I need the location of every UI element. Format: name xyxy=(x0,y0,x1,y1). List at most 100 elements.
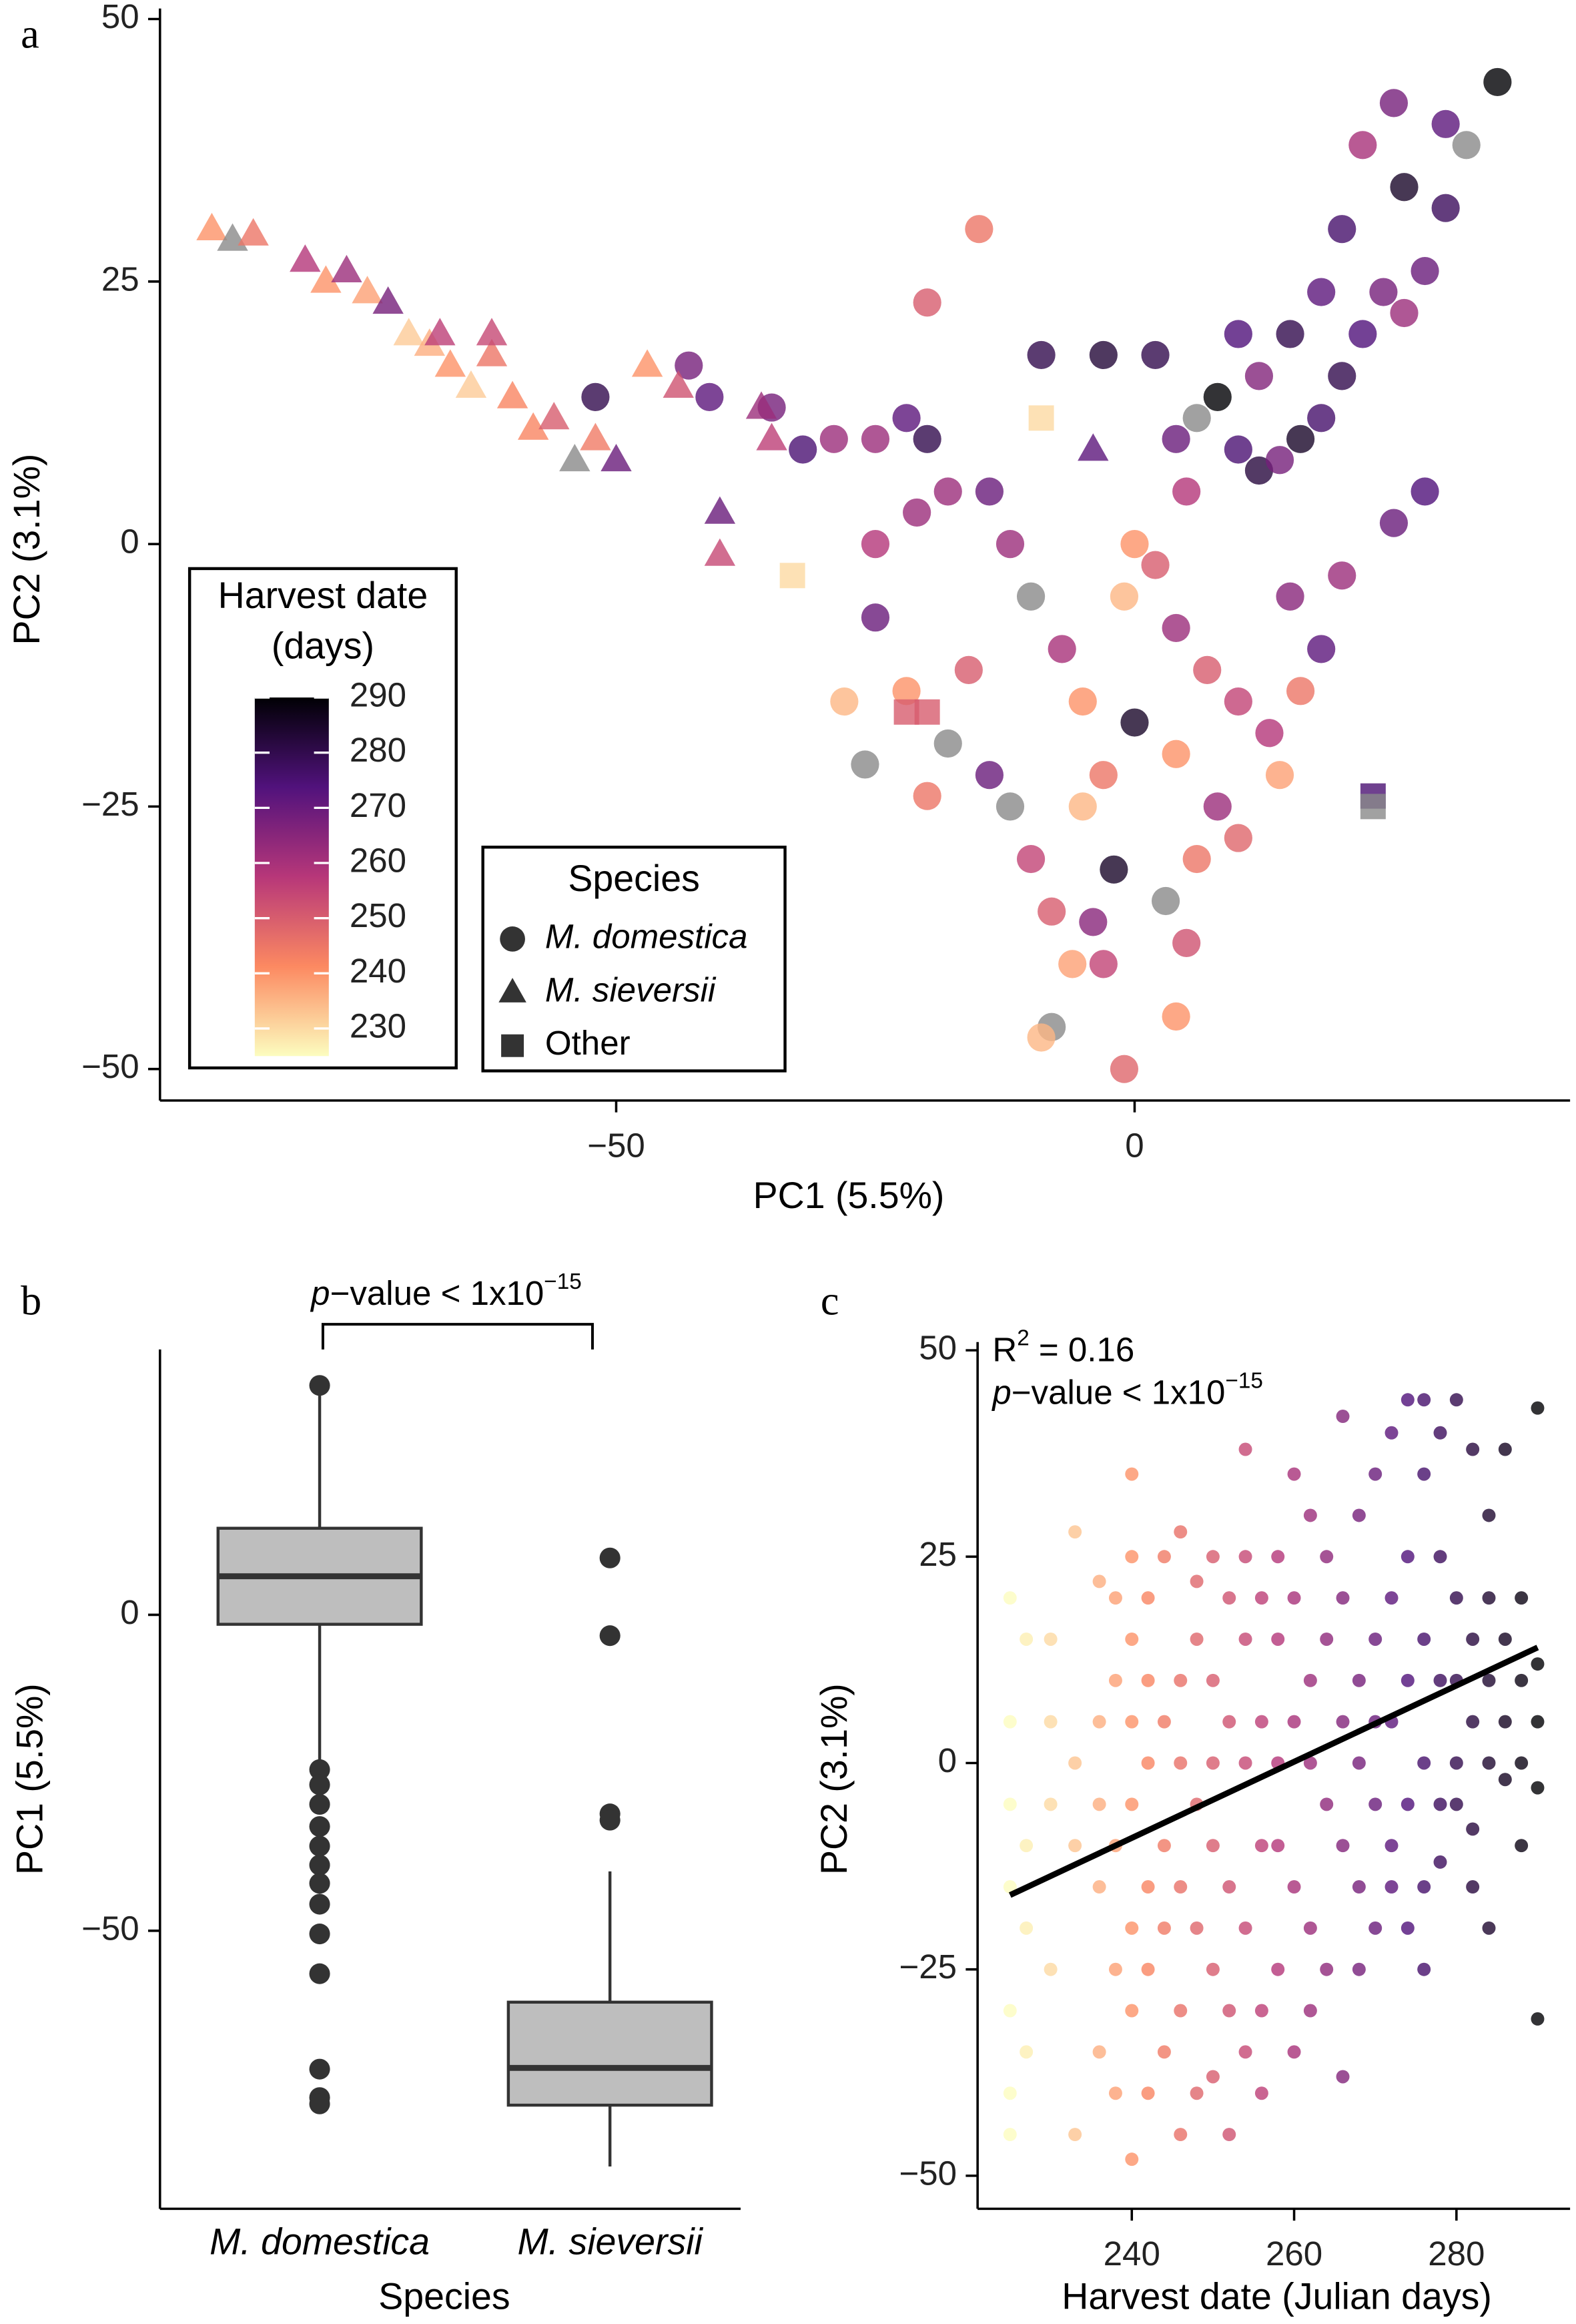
point xyxy=(1206,1756,1220,1770)
circle-point xyxy=(996,530,1025,559)
point xyxy=(1271,1550,1285,1564)
point xyxy=(1044,1797,1058,1811)
circle-point xyxy=(1203,792,1232,821)
y-tick-label: 50 xyxy=(101,0,139,35)
point xyxy=(1157,1715,1171,1729)
triangle-point xyxy=(476,318,508,346)
circle-point xyxy=(1328,561,1356,590)
point xyxy=(1092,1880,1106,1894)
point xyxy=(1303,1673,1317,1687)
colorbar-tick-label: 230 xyxy=(350,1006,406,1045)
triangle-point xyxy=(559,443,590,472)
outlier xyxy=(309,1894,330,1915)
x-tick-label: M. domestica xyxy=(210,2221,430,2262)
point xyxy=(1254,1839,1268,1853)
outlier xyxy=(309,1873,330,1894)
point xyxy=(1417,1756,1431,1770)
outlier xyxy=(309,1759,330,1780)
point xyxy=(1222,1880,1236,1894)
y-axis-title: PC1 (5.5%) xyxy=(9,1683,50,1875)
point xyxy=(1320,1632,1334,1646)
annotation-part: R xyxy=(992,1331,1017,1369)
point xyxy=(1417,1467,1431,1481)
point xyxy=(1352,1673,1366,1687)
point xyxy=(1320,1550,1334,1564)
circle-point xyxy=(892,677,921,705)
point xyxy=(1254,1591,1268,1605)
circle-point xyxy=(1027,340,1056,370)
triangle-point xyxy=(331,254,362,282)
y-axis-title: PC2 (3.1%) xyxy=(6,454,47,645)
point xyxy=(1482,1921,1496,1935)
point xyxy=(1449,1393,1463,1407)
circle-point xyxy=(1411,256,1439,286)
colorbar-tick-label: 270 xyxy=(350,786,406,824)
circle-point xyxy=(1276,582,1304,611)
circle-point xyxy=(1369,278,1398,306)
regression-line xyxy=(1008,1645,1539,1898)
point xyxy=(1141,1880,1155,1894)
point xyxy=(1020,1632,1034,1646)
circle-point xyxy=(1379,89,1409,117)
circle-point xyxy=(1307,635,1336,663)
annotation-part: p xyxy=(310,1274,330,1312)
circle-point xyxy=(1089,340,1118,370)
point xyxy=(1092,1797,1106,1811)
circle-point xyxy=(819,424,848,453)
point xyxy=(1125,1550,1139,1564)
point xyxy=(1433,1855,1447,1869)
point xyxy=(1108,1962,1122,1976)
point xyxy=(1141,1591,1155,1605)
point xyxy=(1515,1673,1529,1687)
point xyxy=(1068,2128,1082,2142)
outlier xyxy=(599,1547,621,1568)
point xyxy=(1174,2128,1188,2142)
point xyxy=(1190,1574,1204,1588)
square-point xyxy=(1360,794,1386,820)
circle-point xyxy=(1038,897,1066,926)
circle-point xyxy=(1162,613,1190,643)
circle-point xyxy=(1390,298,1419,328)
circle-point xyxy=(1172,928,1201,957)
circle-point xyxy=(1224,320,1252,348)
circle-point xyxy=(1224,687,1252,716)
point xyxy=(1303,1756,1317,1770)
circle-point xyxy=(1027,1023,1056,1052)
point xyxy=(1003,2086,1017,2100)
x-tick-label: 0 xyxy=(1125,1126,1144,1164)
circle-point xyxy=(1255,719,1284,748)
point xyxy=(1003,2128,1017,2142)
point xyxy=(1068,1839,1082,1853)
point xyxy=(1515,1591,1529,1605)
x-axis-title: PC1 (5.5%) xyxy=(753,1175,945,1216)
outlier xyxy=(309,1774,330,1795)
point xyxy=(1498,1442,1512,1456)
point xyxy=(1498,1715,1512,1729)
triangle-point xyxy=(663,370,694,398)
circle-point xyxy=(903,498,931,527)
circle-point xyxy=(965,215,994,244)
point xyxy=(1449,1797,1463,1811)
point xyxy=(1531,1715,1545,1729)
outlier xyxy=(599,1625,621,1647)
point xyxy=(1271,1962,1285,1976)
point xyxy=(1157,1921,1171,1935)
annotation-part: = 0.16 xyxy=(1030,1331,1135,1369)
colorbar-tick-label: 260 xyxy=(350,841,406,879)
triangle-point xyxy=(290,244,321,272)
point xyxy=(1287,2045,1301,2059)
point xyxy=(1157,1550,1171,1564)
y-tick-label: 50 xyxy=(919,1329,957,1367)
circle-point xyxy=(975,761,1004,790)
circle-point xyxy=(1193,655,1222,684)
outlier xyxy=(309,1793,330,1815)
x-tick-label: 260 xyxy=(1266,2235,1322,2273)
point xyxy=(1433,1550,1447,1564)
circle-point xyxy=(1348,131,1377,160)
circle-point xyxy=(1452,131,1481,160)
point xyxy=(1190,1921,1204,1935)
square-point xyxy=(1028,405,1054,431)
annotation: p−value < 1x10−15 xyxy=(991,1368,1263,1412)
y-tick-label: 25 xyxy=(919,1535,957,1573)
circle-point xyxy=(1120,708,1149,737)
